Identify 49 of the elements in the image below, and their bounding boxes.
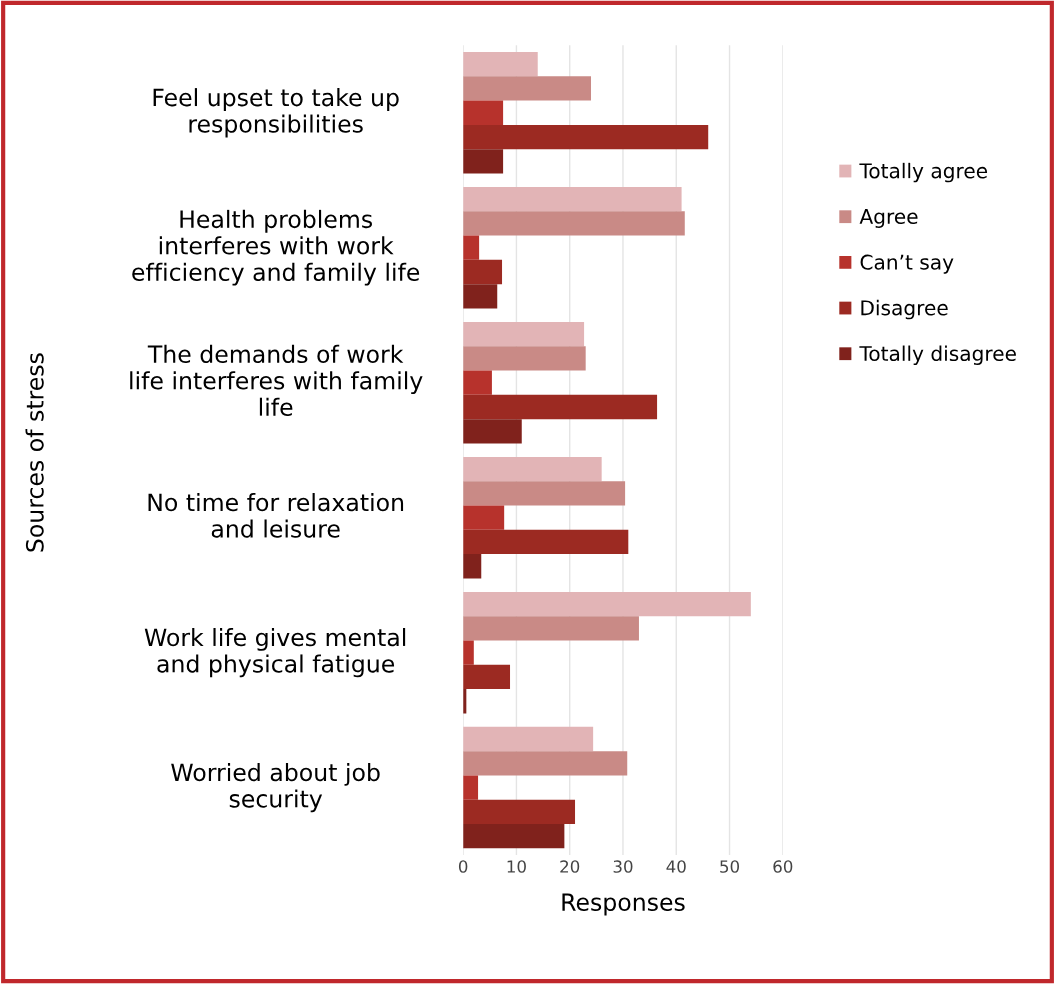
legend-label: Totally agree [859, 162, 988, 183]
bar [463, 751, 628, 776]
bar [463, 394, 658, 420]
bar [463, 370, 492, 395]
bar [463, 505, 505, 530]
bar [463, 76, 592, 101]
bar [463, 259, 503, 285]
bar [463, 149, 504, 174]
legend-label: Totally disagree [859, 345, 1016, 366]
bar [463, 775, 479, 800]
bar [463, 52, 538, 77]
y-tick-label: Feel upset to take up responsibilities [153, 88, 399, 138]
legend-label: Agree [859, 209, 918, 228]
y-tick-label: Worried about job security [171, 762, 380, 813]
x-tick-label: 10 [507, 860, 526, 873]
bar [463, 211, 685, 236]
x-tick-label: 50 [720, 860, 740, 873]
y-tick-label: Health problems interferes with work efficiency and family life [132, 209, 420, 286]
y-tick-label: Work life gives mental and physical fatigue [144, 627, 406, 678]
bar [463, 456, 602, 482]
bar [463, 346, 586, 371]
y-tick-label: No time for relaxation and leisure [148, 493, 404, 538]
x-tick-label: 20 [560, 860, 580, 873]
bar [463, 824, 565, 849]
bar [463, 664, 511, 690]
bar [463, 640, 474, 665]
x-tick-label: 30 [613, 860, 633, 873]
bar [463, 591, 751, 617]
bar [463, 419, 522, 444]
bar [463, 186, 682, 212]
y-axis-title: Sources of stress [25, 353, 44, 552]
x-tick-label: 60 [773, 860, 793, 873]
bar [463, 799, 576, 825]
y-tick-label: The demands of work life interferes with family life [130, 344, 423, 416]
bar [463, 284, 498, 309]
bar [463, 529, 629, 555]
bar [463, 726, 594, 752]
bar [463, 124, 709, 150]
x-tick-label: 40 [666, 860, 686, 873]
legend-label: Disagree [861, 299, 948, 320]
bar [463, 235, 480, 260]
x-axis-title: Responses [562, 893, 685, 916]
bar [463, 554, 482, 579]
bar [463, 100, 504, 125]
legend-label: Can’t say [860, 254, 954, 274]
x-tick-label: 0 [458, 860, 468, 873]
bar [463, 321, 585, 347]
bar [463, 481, 626, 506]
bar [463, 616, 639, 641]
